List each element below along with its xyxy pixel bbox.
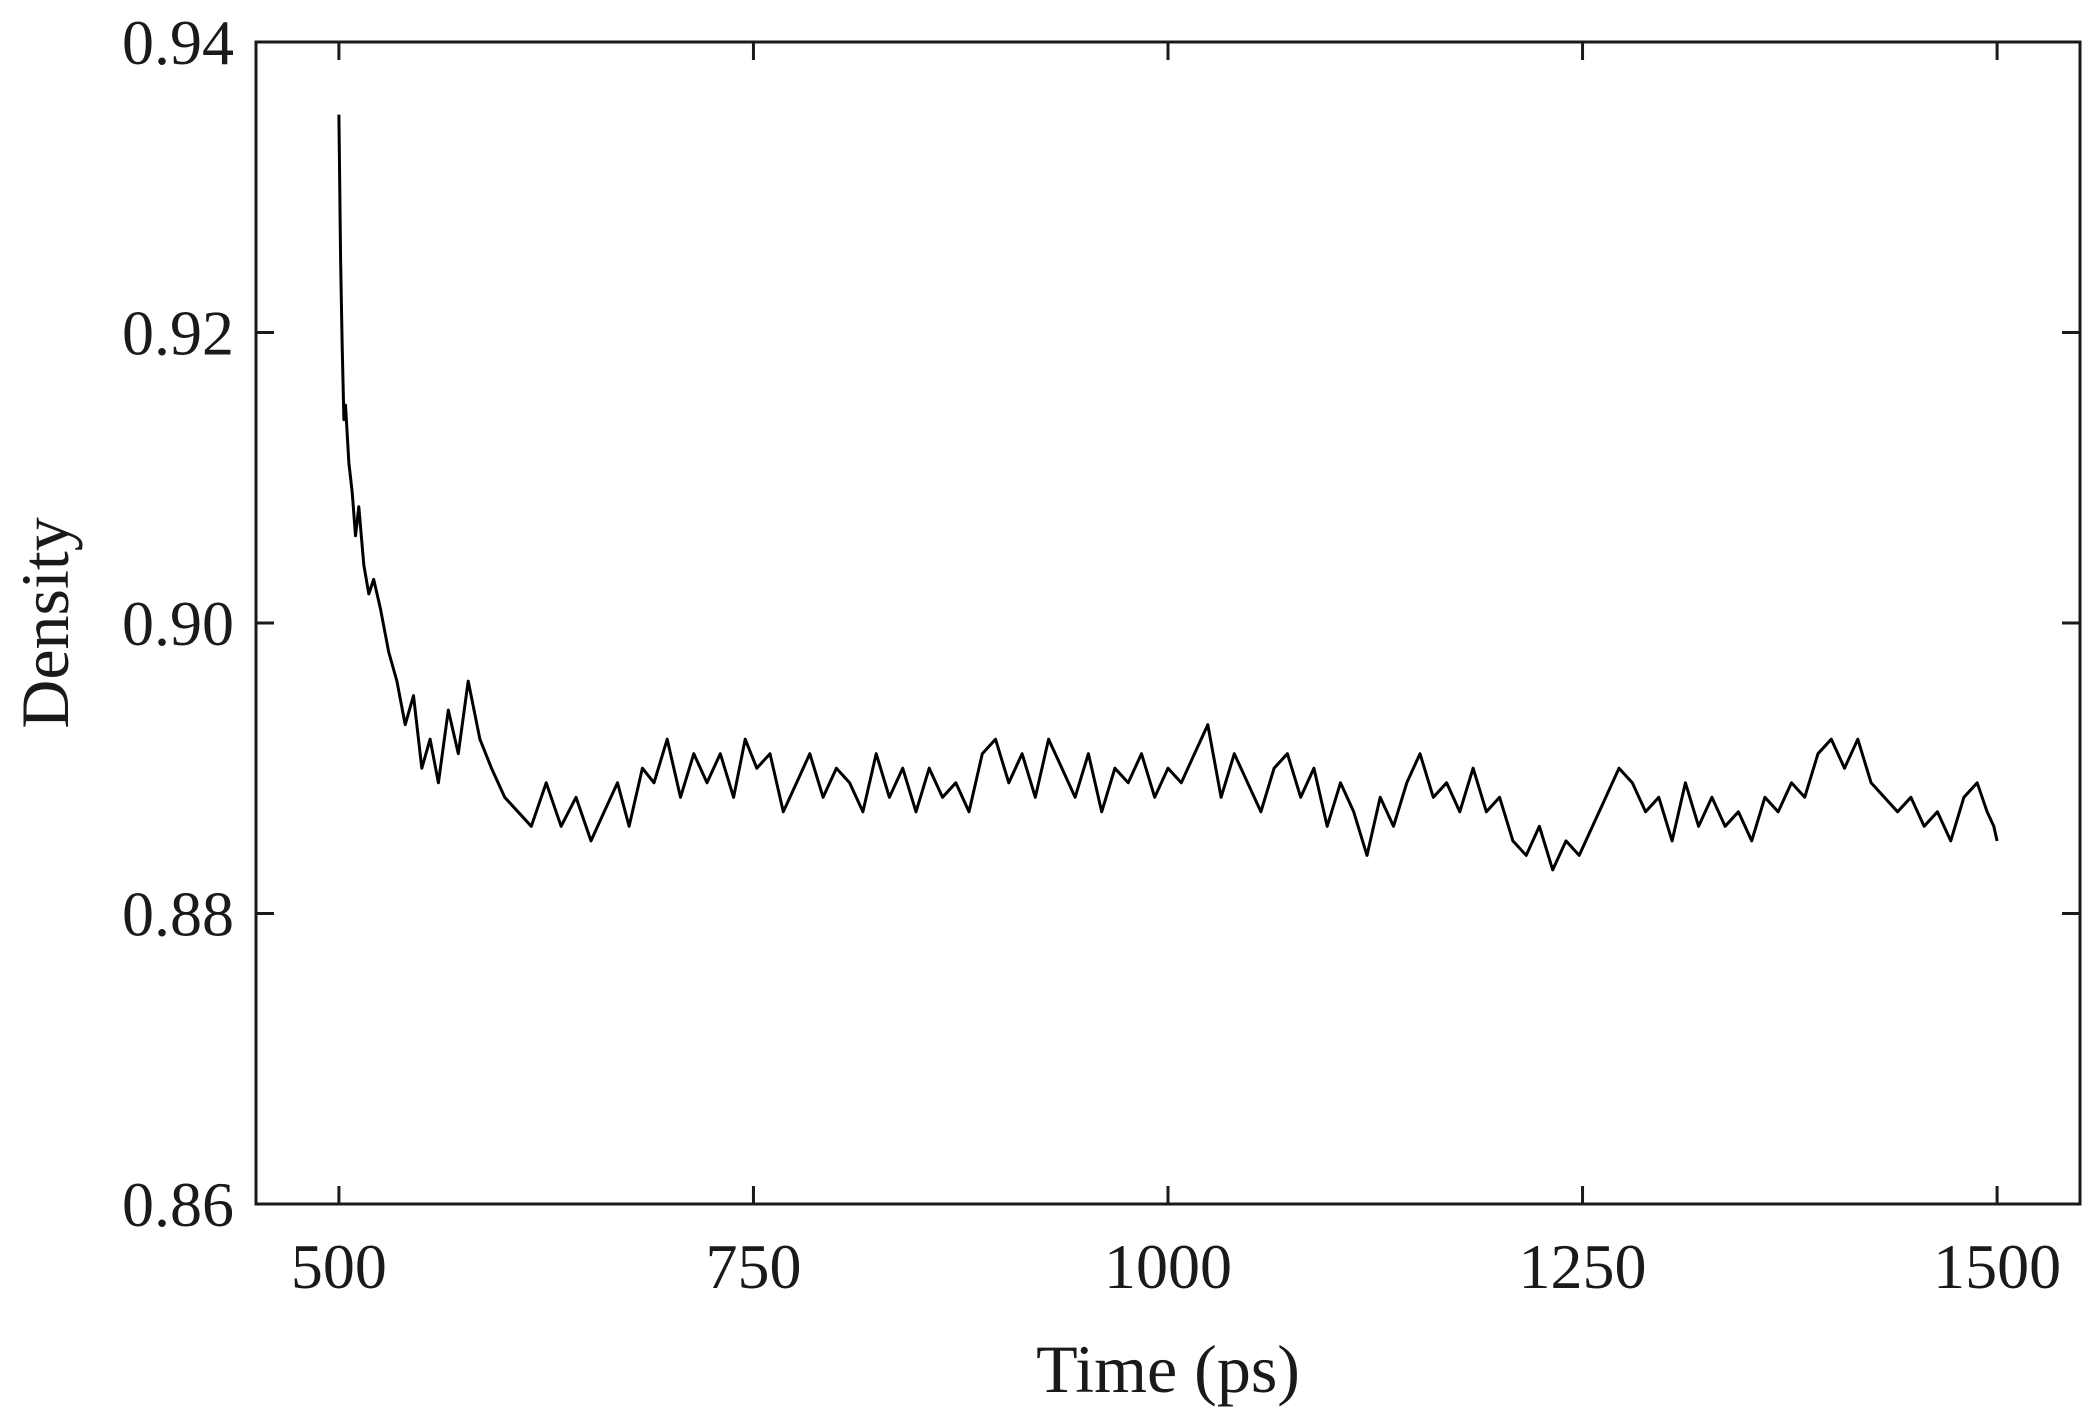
series-layer <box>337 114 1999 872</box>
y-tick-label: 0.88 <box>122 879 234 950</box>
y-tick-label: 0.86 <box>122 1169 234 1240</box>
y-tick-label: 0.92 <box>122 298 234 369</box>
x-tick-label: 500 <box>291 1231 387 1302</box>
axis-ticks <box>256 40 2080 1206</box>
plot-frame <box>254 40 2082 1206</box>
y-axis-label: Density <box>7 517 83 729</box>
x-axis-label: Time (ps) <box>1036 1331 1300 1407</box>
x-tick-label: 750 <box>705 1231 801 1302</box>
axis-tick-labels: 500 750 1000 1250 1500 0.86 0.88 0.90 0.92 0.94 <box>122 7 2061 1302</box>
x-tick-label: 1250 <box>1519 1231 1647 1302</box>
y-tick-label: 0.94 <box>122 7 234 78</box>
x-tick-label: 1000 <box>1104 1231 1232 1302</box>
density-series-line <box>337 114 1999 872</box>
x-tick-label: 1500 <box>1933 1231 2061 1302</box>
y-tick-label: 0.90 <box>122 588 234 659</box>
